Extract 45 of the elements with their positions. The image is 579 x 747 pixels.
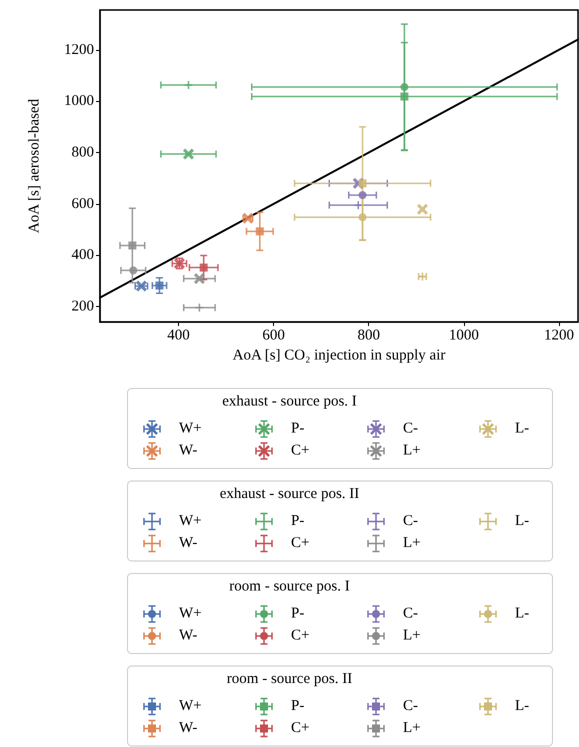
legend-label: C+ [291, 442, 310, 458]
legend-label: W+ [179, 513, 202, 529]
legend-label: W+ [179, 420, 202, 436]
x-tick-label: 1200 [544, 328, 574, 344]
legend-label: C+ [291, 720, 310, 736]
y-tick-label: 800 [72, 144, 94, 161]
legend-label: L- [515, 698, 530, 714]
legend-label: L- [515, 420, 530, 436]
y-axis-title: AoA [s] aerosol-based [26, 98, 42, 234]
legend-label: W- [179, 628, 198, 644]
legend-label: W- [179, 720, 198, 736]
text: room - source pos. I [229, 578, 350, 594]
legend-label: W- [179, 442, 198, 458]
x-tick-label: 400 [167, 328, 190, 344]
x-tick-label: 800 [357, 328, 380, 344]
y-tick-label: 1000 [64, 93, 94, 110]
legend-label: L+ [403, 535, 421, 551]
legend-label: P- [291, 606, 304, 622]
text: exhaust - source pos. I [222, 394, 357, 410]
legend-label: L+ [403, 628, 421, 644]
legend-label: L+ [403, 720, 421, 736]
legend-label: P- [291, 513, 304, 529]
legend-label: C- [403, 698, 418, 714]
legend-label: L- [515, 513, 530, 529]
legend-label: W+ [179, 698, 202, 714]
y-tick-label: 200 [72, 298, 94, 315]
x-tick-label: 1000 [448, 328, 479, 344]
text: exhaust - source pos. II [220, 486, 360, 502]
legend-label: C- [403, 606, 418, 622]
legend-label: C- [403, 513, 418, 529]
legend-label: L- [515, 606, 530, 622]
legend-label: C+ [291, 535, 310, 551]
text: room - source pos. II [226, 671, 352, 687]
legend-label: L+ [403, 442, 421, 458]
legend-label: P- [291, 420, 304, 436]
y-tick-label: 600 [72, 196, 94, 212]
x-tick-label: 600 [262, 328, 285, 344]
y-tick-label: 400 [72, 247, 94, 264]
x-axis-title: AoA [s] CO₂ injection in supply air [232, 348, 446, 364]
legend-label: W- [179, 535, 198, 551]
legend-label: C- [403, 420, 418, 436]
legend-label: C+ [291, 628, 310, 644]
legend-label: W+ [179, 606, 202, 622]
y-tick-label: 1200 [64, 42, 94, 58]
legend-label: P- [291, 698, 304, 714]
